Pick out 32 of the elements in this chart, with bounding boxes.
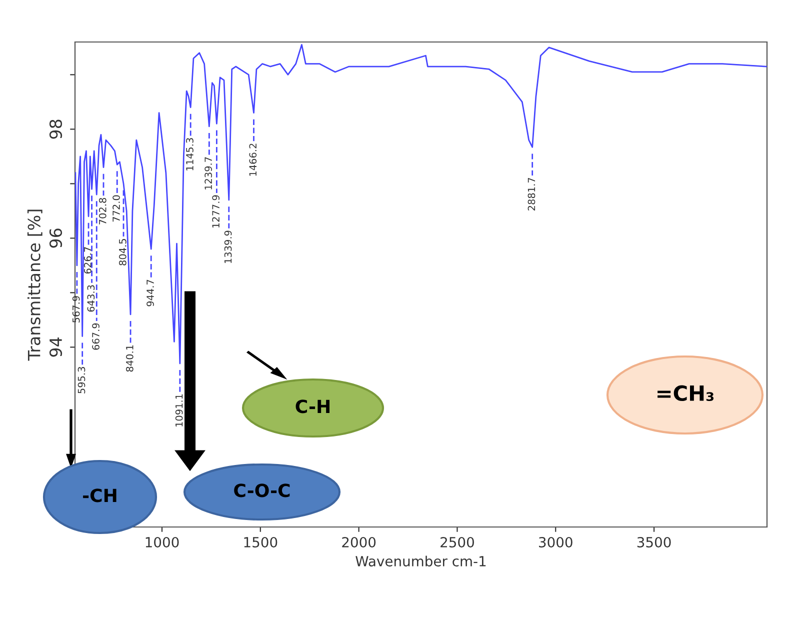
y-axis-title: Transmittance [%] (27, 210, 42, 361)
annotation: 626.7 (84, 247, 92, 274)
annotation: -CH (83, 488, 116, 502)
annotation: 1145.3 (186, 138, 194, 170)
annotation: 804.5 (118, 239, 126, 266)
annotation: 2881.7 (528, 178, 536, 210)
annotation: =CH₃ (658, 385, 714, 402)
x-tick-label: 2500 (440, 536, 474, 548)
annotation: 643.3 (87, 285, 95, 312)
x-tick-label: 2000 (342, 536, 376, 548)
annotation: 840.1 (126, 345, 134, 372)
annotation: C-O-C (234, 484, 290, 498)
annotation: 702.8 (98, 198, 106, 224)
annotation: 772.0 (112, 195, 120, 222)
annotation: 567.9 (72, 296, 80, 322)
x-axis-title: Wavenumber cm-1 (356, 556, 486, 566)
annotation: 1466.2 (249, 144, 257, 176)
annotation: 1339.9 (224, 230, 232, 263)
x-tick-label: 1500 (244, 536, 278, 548)
annotation: 667.9 (92, 323, 100, 350)
y-tick-label: 96 (49, 228, 62, 248)
x-tick-label: 3000 (539, 536, 572, 548)
y-tick-label: 94 (49, 338, 62, 357)
x-tick-label: 1000 (146, 536, 179, 548)
annotation: 1277.9 (212, 195, 220, 228)
annotation: 595.3 (78, 367, 86, 394)
x-tick-label: 3500 (637, 536, 671, 548)
annotation: 944.7 (146, 280, 154, 306)
y-tick-label: 98 (49, 120, 62, 139)
annotation: 1091.1 (175, 394, 183, 426)
annotation: C-H (296, 400, 330, 414)
annotation: 1239.7 (204, 157, 212, 190)
